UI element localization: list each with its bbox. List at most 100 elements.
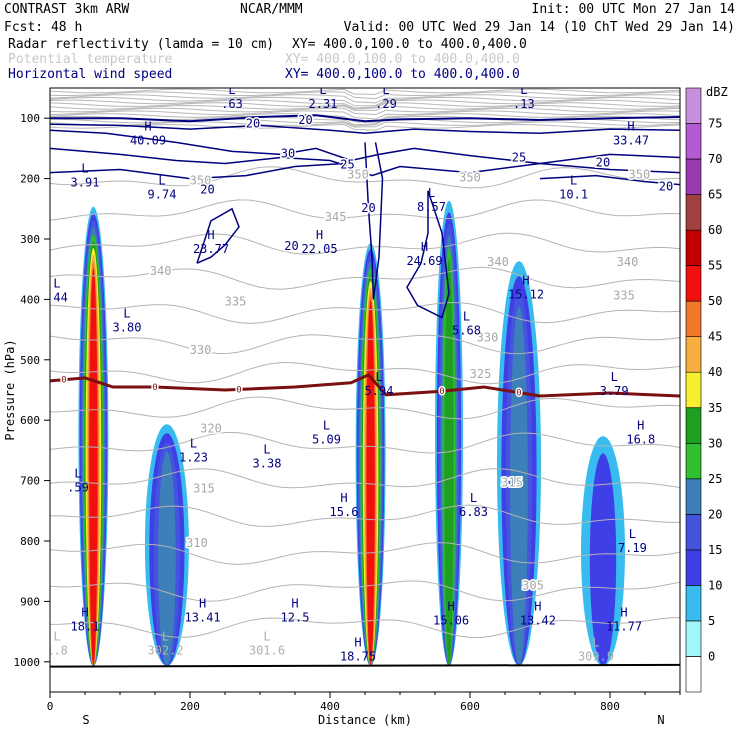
colorbar-label: 75 [708, 117, 722, 131]
theta-contour [50, 431, 680, 454]
extremum-marker: H [522, 273, 529, 287]
extremum-value: 24.69 [406, 254, 442, 268]
colorbar-label: 35 [708, 401, 722, 415]
extremum-value: .63 [221, 97, 243, 111]
extremum-marker: L [263, 630, 270, 644]
field-theta-xy: XY= 400.0,100.0 to 400.0,400.0 [285, 52, 520, 67]
field-theta-name: Potential temperature [8, 52, 173, 67]
wind-label: 20 [596, 156, 610, 170]
freezing-level-label: 0 [516, 389, 521, 399]
extremum-marker: L [428, 186, 435, 200]
upper-theta-line [50, 110, 680, 120]
colorbar-swatch [685, 336, 702, 373]
ground-surface [50, 663, 680, 668]
extremum-value: 10.1 [559, 188, 588, 202]
extremum-value: 2.31 [309, 97, 338, 111]
extremum-value: .13 [513, 97, 535, 111]
extremum-marker: L [162, 630, 169, 644]
extremum-value: 12.5 [281, 611, 310, 625]
upper-theta-line [50, 91, 680, 100]
extremum-marker: L [263, 443, 270, 457]
theta-contour [50, 617, 680, 639]
extremum-marker: H [207, 228, 214, 242]
colorbar-swatch [685, 371, 702, 409]
theta-label: 345 [325, 210, 347, 224]
extremum-value: 5.94 [365, 384, 394, 398]
ground-line [50, 663, 680, 668]
colorbar-swatch [685, 585, 702, 622]
theta-contour [50, 504, 680, 527]
extremum-value: 8.57 [417, 200, 446, 214]
colorbar-swatch [685, 514, 702, 551]
freezing-level: 0 0 0 0 0 [50, 373, 680, 400]
upper-theta-line [50, 123, 680, 131]
upper-theta-line [50, 121, 680, 128]
colorbar-swatch [685, 478, 702, 515]
theta-label: 335 [225, 294, 247, 308]
theta-contours [50, 166, 680, 639]
extremum-marker: L [323, 418, 330, 432]
extremum-value: 22.05 [301, 242, 337, 256]
wind-contour [50, 123, 680, 135]
wind-contour-closed [364, 142, 384, 300]
extremum-marker: L [463, 310, 470, 324]
colorbar-swatch [685, 656, 702, 693]
extremum-marker: H [447, 600, 454, 614]
field-wind-name: Horizontal wind speed [8, 67, 172, 82]
upper-theta-line [50, 99, 680, 109]
extremum-value: 1.8 [46, 644, 68, 658]
upper-theta-line [50, 94, 680, 104]
colorbar-label: 20 [708, 507, 722, 521]
extremum-value: .29 [375, 97, 397, 111]
wind-label: 20 [246, 116, 260, 130]
header-model: CONTRAST 3km ARW [4, 2, 129, 17]
extremum-marker: H [316, 228, 323, 242]
extremum-value: 301.6 [249, 644, 285, 658]
freezing-level-label: 0 [61, 376, 66, 386]
reflectivity-cell [510, 306, 528, 666]
extremum-value: 15.6 [330, 505, 359, 519]
extremum-marker: L [470, 491, 477, 505]
y-tick-label: 100 [20, 112, 40, 125]
freezing-level-label: 0 [152, 383, 157, 393]
field-reflectivity-xy: XY= 400.0,100.0 to 400.0,400.0 [292, 37, 527, 52]
theta-contour [50, 232, 680, 255]
extremum-marker: H [81, 606, 88, 620]
extremum-value: 23.77 [193, 242, 229, 256]
x-axis-title: Distance (km) [318, 713, 412, 727]
extremum-marker: L [319, 83, 326, 97]
extremum-marker: H [620, 606, 627, 620]
wind-label: 25 [512, 151, 526, 165]
extremum-value: 1.23 [179, 450, 208, 464]
extremum-marker: H [144, 119, 151, 133]
extremum-marker: H [627, 119, 634, 133]
extremum-value: 13.41 [185, 611, 221, 625]
theta-label: 315 [501, 476, 523, 490]
extremum-marker: L [375, 370, 382, 384]
colorbar-unit: dBZ [706, 85, 728, 99]
y-tick-label: 600 [20, 414, 40, 427]
extremum-value: 5.09 [312, 432, 341, 446]
colorbar-label: 30 [708, 436, 722, 450]
theta-contour [50, 166, 680, 189]
colorbar-swatch [685, 194, 702, 231]
extremum-value: 5.68 [452, 324, 481, 338]
colorbar-swatch [685, 620, 702, 657]
theta-contour [50, 362, 680, 385]
colorbar-swatch [685, 407, 702, 444]
colorbar-swatch [685, 123, 702, 160]
upper-theta-line [50, 104, 680, 112]
extremum-value: 6.83 [459, 505, 488, 519]
theta-label: 350 [347, 168, 369, 182]
theta-contour [50, 334, 680, 355]
x-tick-label: 200 [180, 700, 200, 713]
extremum-value: 18.1 [71, 620, 100, 634]
extremum-value: 18.75 [340, 650, 376, 664]
theta-label: 315 [193, 482, 215, 496]
theta-label: 335 [613, 288, 635, 302]
theta-contour [50, 301, 680, 324]
reflectivity-cell [589, 453, 617, 666]
y-tick-label: 1000 [14, 656, 41, 669]
